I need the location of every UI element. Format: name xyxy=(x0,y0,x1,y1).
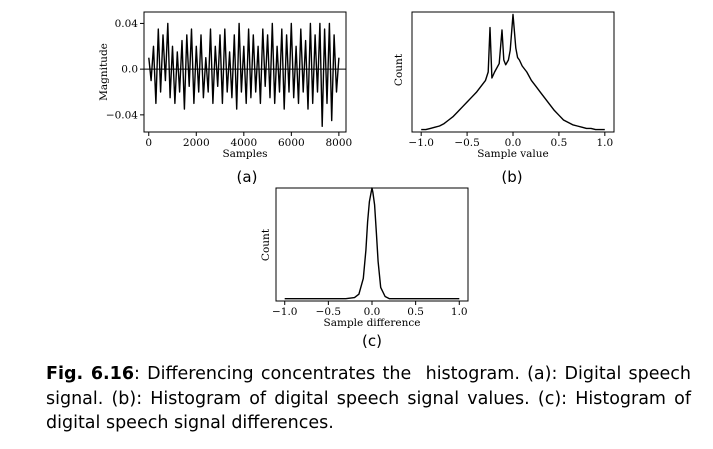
panel-c: −1.0 −0.5 0.0 0.5 1.0 Sample difference Count (… xyxy=(260,187,469,350)
panel-label: (c) xyxy=(362,332,382,350)
series-line xyxy=(284,187,460,300)
caption-text: : Differencing concentrates the histogra… xyxy=(46,364,697,433)
y-tick-label: −0.04 xyxy=(106,109,138,121)
x-tick-label: −0.5 xyxy=(316,306,342,318)
x-tick-label: 0.0 xyxy=(505,137,522,149)
y-tick-label: 0.04 xyxy=(115,18,139,30)
caption-label: Fig. 6.16 xyxy=(46,364,135,384)
x-tick-label: −1.0 xyxy=(272,306,298,318)
series-line xyxy=(421,13,605,131)
x-tick-label: 1.0 xyxy=(451,306,468,318)
panel-b: −1.0 −0.5 0.0 0.5 1.0 Sample value Count (b) xyxy=(393,11,615,186)
x-tick-label: 1.0 xyxy=(596,137,613,149)
y-axis-label: Magnitude xyxy=(98,43,110,101)
y-tick-label: 0.0 xyxy=(121,64,138,76)
y-axis-label: Count xyxy=(393,53,405,86)
x-tick-label: 4000 xyxy=(230,137,257,149)
series-line xyxy=(148,22,340,127)
figure-caption: Fig. 6.16: Differencing concentrates the… xyxy=(46,362,691,436)
panel-label: (b) xyxy=(501,168,522,186)
x-tick-label: −1.0 xyxy=(408,137,434,149)
x-axis-label: Sample difference xyxy=(324,317,421,329)
panel-a: 0 2000 4000 6000 8000 −0.04 0.0 0.04 Samples Magn… xyxy=(98,11,353,186)
x-axis-label: Sample value xyxy=(477,148,549,160)
plot-frame xyxy=(411,11,615,133)
x-tick-label: 0.5 xyxy=(551,137,568,149)
x-tick-label: 0.0 xyxy=(364,306,381,318)
plot-frame xyxy=(143,11,347,133)
y-axis-label: Count xyxy=(260,228,272,261)
x-tick-label: −0.5 xyxy=(454,137,480,149)
panel-label: (a) xyxy=(237,168,258,186)
plot-frame xyxy=(275,187,469,302)
x-tick-label: 6000 xyxy=(278,137,305,149)
x-tick-label: 2000 xyxy=(183,137,210,149)
x-axis-label: Samples xyxy=(222,148,267,160)
x-tick-label: 0 xyxy=(145,137,152,149)
x-tick-label: 8000 xyxy=(326,137,353,149)
x-tick-label: 0.5 xyxy=(407,306,424,318)
